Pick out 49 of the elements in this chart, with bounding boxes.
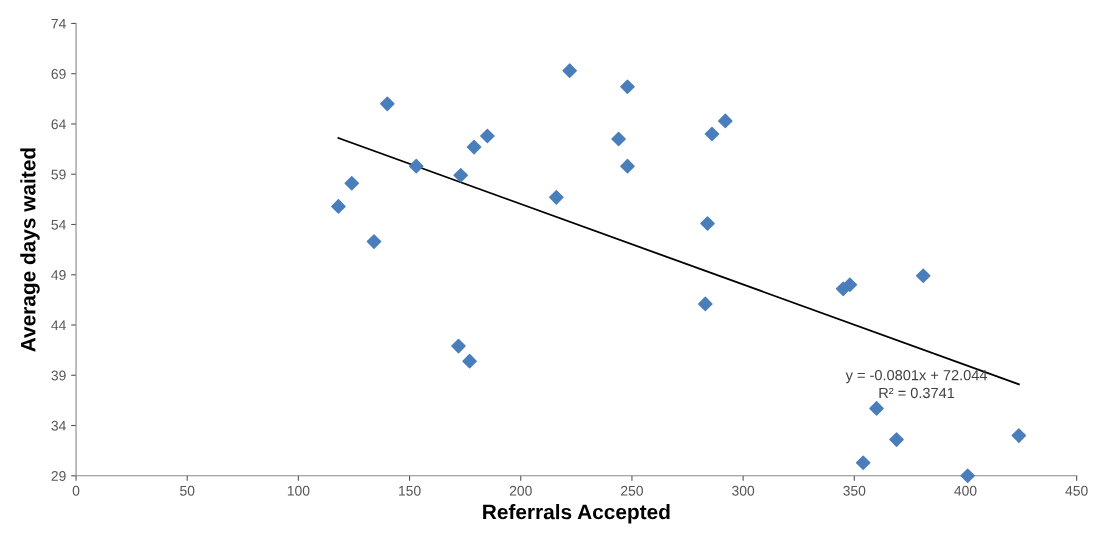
point bbox=[842, 277, 858, 293]
y-tick-label: 64 bbox=[51, 119, 66, 130]
point bbox=[380, 96, 395, 112]
point bbox=[869, 401, 884, 416]
y-tick-label: 54 bbox=[51, 219, 66, 230]
y-tick-label: 34 bbox=[51, 420, 66, 431]
point bbox=[480, 128, 495, 144]
point bbox=[620, 158, 635, 174]
y-tick-label: 49 bbox=[51, 270, 66, 280]
x-tick-label: 50 bbox=[180, 485, 195, 496]
x-tick-label: 450 bbox=[1065, 485, 1088, 496]
point bbox=[1011, 428, 1027, 443]
point bbox=[366, 234, 382, 249]
y-tick-label: 29 bbox=[51, 471, 66, 481]
point bbox=[408, 158, 424, 174]
x-tick-label: 100 bbox=[287, 485, 310, 496]
x-tick-label: 350 bbox=[843, 485, 866, 496]
point bbox=[889, 432, 904, 447]
y-tick-label: 69 bbox=[51, 69, 66, 79]
x-tick-label: 250 bbox=[621, 485, 643, 496]
annotation: y = -0.0801x + 72.044 R² = 0.3741 bbox=[845, 369, 988, 399]
x-tick-label: 0 bbox=[72, 485, 80, 496]
point bbox=[620, 79, 635, 95]
point bbox=[718, 113, 733, 129]
point bbox=[466, 139, 482, 155]
x-axis-title: Referrals Accepted bbox=[483, 504, 670, 524]
point bbox=[562, 63, 577, 78]
x-tick-label: 200 bbox=[509, 485, 532, 496]
x-tick-label: 300 bbox=[732, 485, 755, 496]
x-tick-label: 400 bbox=[954, 485, 977, 496]
point bbox=[915, 268, 931, 284]
point bbox=[855, 455, 871, 470]
point bbox=[344, 175, 360, 191]
point bbox=[453, 167, 469, 183]
point bbox=[611, 131, 626, 147]
y-tick-label: 59 bbox=[51, 169, 66, 180]
point bbox=[331, 199, 346, 214]
x-tick-label: 150 bbox=[399, 485, 421, 496]
point bbox=[700, 216, 715, 231]
point bbox=[960, 468, 975, 484]
point bbox=[704, 126, 720, 142]
point bbox=[549, 190, 564, 205]
y-tick-label: 39 bbox=[51, 370, 66, 381]
y-tick-label: 74 bbox=[51, 18, 66, 29]
point bbox=[451, 338, 466, 354]
y-axis-title: Average days waited bbox=[20, 148, 40, 352]
point bbox=[462, 353, 477, 369]
point bbox=[698, 296, 713, 312]
y-tick-label: 44 bbox=[51, 320, 66, 331]
